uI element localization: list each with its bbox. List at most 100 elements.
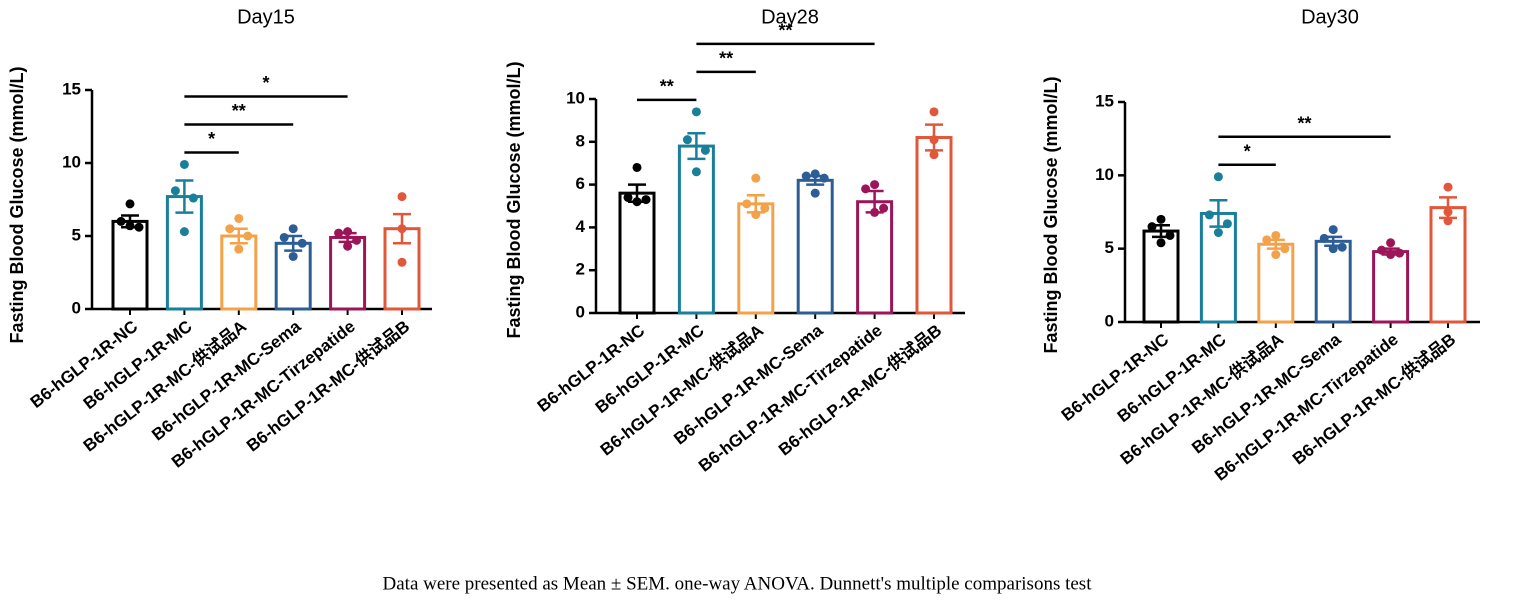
data-point <box>1386 250 1396 260</box>
data-point <box>929 150 939 160</box>
data-point <box>343 227 353 237</box>
y-tick-label: 10 <box>62 152 81 171</box>
bar <box>1372 250 1410 324</box>
y-axis-label: Fasting Blood Glucose (mmol/L) <box>1041 76 1061 353</box>
data-point <box>751 173 761 183</box>
data-point <box>861 184 871 194</box>
data-point <box>810 188 820 198</box>
data-point <box>819 173 829 183</box>
significance-label: ** <box>778 21 792 41</box>
error-bar <box>687 131 706 161</box>
y-tick-label: 15 <box>62 79 81 98</box>
significance-label: ** <box>660 77 674 97</box>
data-point <box>1262 235 1272 245</box>
y-tick-label: 10 <box>1095 165 1114 184</box>
data-point <box>751 210 761 220</box>
data-point <box>1204 210 1214 220</box>
y-tick-label: 2 <box>576 260 585 279</box>
data-point <box>1328 225 1338 235</box>
data-point <box>288 251 298 261</box>
data-point <box>134 222 144 232</box>
data-point <box>1337 242 1347 252</box>
bar <box>856 200 894 315</box>
data-point <box>1377 245 1387 255</box>
bar <box>796 178 834 315</box>
data-point <box>397 257 407 267</box>
y-tick-label: 4 <box>576 217 586 236</box>
bar <box>111 219 149 311</box>
data-point <box>641 195 651 205</box>
data-point <box>1271 250 1281 260</box>
bar <box>618 191 656 315</box>
data-point <box>397 192 407 202</box>
data-point <box>1280 244 1290 254</box>
data-point <box>682 135 692 145</box>
y-axis-label: Fasting Blood Glucose (mmol/L) <box>7 66 27 343</box>
data-point <box>1222 219 1232 229</box>
y-tick-label: 5 <box>72 225 81 244</box>
chart-title: Day15 <box>237 6 295 28</box>
data-point <box>691 107 701 117</box>
chart-title: Day28 <box>761 6 819 28</box>
data-point <box>879 203 889 213</box>
significance-label: ** <box>719 49 733 69</box>
y-tick-label: 15 <box>1095 91 1114 110</box>
y-tick-label: 5 <box>1105 238 1114 257</box>
data-point <box>1165 230 1175 240</box>
bar <box>915 136 953 315</box>
data-point <box>116 216 126 226</box>
significance-label: ** <box>1297 114 1311 134</box>
y-tick-label: 10 <box>566 88 585 107</box>
data-point <box>352 235 362 245</box>
data-point <box>1395 248 1405 258</box>
data-point <box>929 107 939 117</box>
data-point <box>125 221 135 231</box>
error-bar <box>175 179 194 214</box>
data-point <box>1271 230 1281 240</box>
data-point <box>125 199 135 209</box>
data-point <box>288 224 298 234</box>
y-tick-label: 8 <box>576 131 585 150</box>
data-point <box>1443 207 1453 217</box>
data-point <box>234 244 244 254</box>
bar <box>1314 239 1352 324</box>
y-tick-label: 0 <box>1105 311 1114 330</box>
data-point <box>1443 182 1453 192</box>
data-point <box>1386 238 1396 248</box>
significance-label: * <box>208 129 215 149</box>
data-point <box>179 159 189 169</box>
significance-label: * <box>1244 142 1251 162</box>
data-point <box>929 135 939 145</box>
data-point <box>1156 214 1166 224</box>
data-point <box>397 224 407 234</box>
data-point <box>334 228 344 238</box>
data-point <box>760 203 770 213</box>
data-point <box>691 167 701 177</box>
chart-title: Day30 <box>1301 6 1359 28</box>
data-point <box>188 193 198 203</box>
data-point <box>632 162 642 172</box>
data-point <box>179 227 189 237</box>
data-point <box>870 207 880 217</box>
y-tick-label: 0 <box>576 302 585 321</box>
data-point <box>343 241 353 251</box>
data-point <box>279 232 289 242</box>
y-tick-label: 0 <box>72 298 81 317</box>
data-point <box>1213 228 1223 238</box>
data-point <box>742 199 752 209</box>
bar <box>737 202 775 315</box>
data-point <box>700 145 710 155</box>
data-point <box>632 197 642 207</box>
data-point <box>1147 222 1157 232</box>
data-point <box>1443 216 1453 226</box>
data-point <box>225 224 235 234</box>
y-axis-label: Fasting Blood Glucose (mmol/L) <box>504 61 524 338</box>
data-point <box>801 171 811 181</box>
significance-label: ** <box>232 101 246 121</box>
data-point <box>297 238 307 248</box>
data-point <box>234 213 244 223</box>
data-point <box>170 186 180 196</box>
data-point <box>1156 238 1166 248</box>
data-point <box>810 169 820 179</box>
